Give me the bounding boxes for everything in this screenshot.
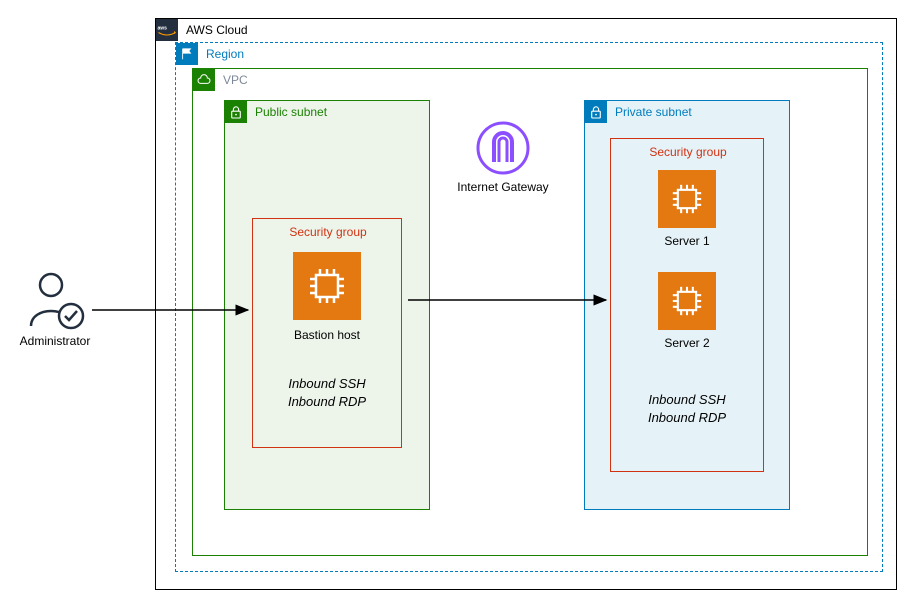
- arrow-admin-to-bastion: [0, 0, 912, 601]
